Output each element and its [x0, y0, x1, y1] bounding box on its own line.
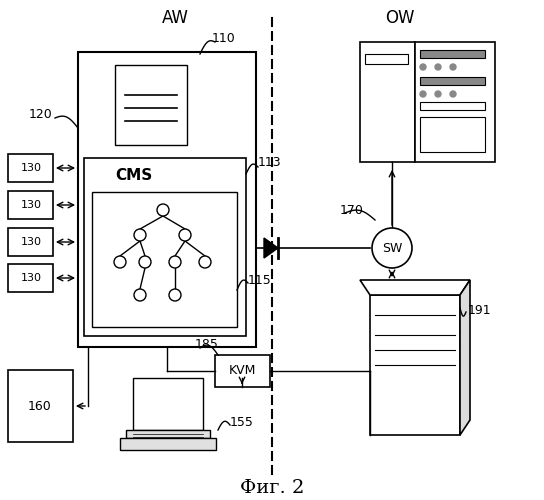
Text: Фиг. 2: Фиг. 2	[240, 479, 304, 497]
Text: 160: 160	[28, 400, 52, 412]
Bar	[78, 52, 256, 347]
Circle shape	[134, 229, 146, 241]
Bar	[420, 102, 485, 110]
Bar	[370, 295, 460, 435]
Bar	[8, 264, 53, 292]
Circle shape	[450, 64, 456, 70]
Circle shape	[169, 256, 181, 268]
Text: CMS: CMS	[115, 168, 152, 182]
Text: 155: 155	[230, 416, 254, 428]
Circle shape	[420, 64, 426, 70]
Polygon shape	[264, 238, 278, 258]
Bar	[8, 370, 73, 442]
Circle shape	[114, 256, 126, 268]
Bar	[8, 154, 53, 182]
Polygon shape	[460, 280, 470, 435]
Circle shape	[372, 228, 412, 268]
Text: 130: 130	[21, 237, 41, 247]
Text: 130: 130	[21, 273, 41, 283]
Text: OW: OW	[385, 9, 415, 27]
Circle shape	[157, 204, 169, 216]
Text: 115: 115	[248, 274, 272, 286]
Text: SW: SW	[382, 242, 402, 254]
Text: 130: 130	[21, 200, 41, 210]
Circle shape	[199, 256, 211, 268]
Circle shape	[420, 91, 426, 97]
Bar	[360, 42, 415, 162]
Bar	[365, 54, 408, 64]
Bar	[115, 65, 187, 145]
Bar	[8, 228, 53, 256]
Text: 191: 191	[468, 304, 492, 316]
Bar	[420, 117, 485, 152]
Bar	[8, 191, 53, 219]
Text: KVM: KVM	[228, 364, 256, 378]
Bar	[133, 378, 203, 430]
Circle shape	[169, 289, 181, 301]
Text: AW: AW	[162, 9, 189, 27]
Bar	[420, 50, 485, 58]
Circle shape	[179, 229, 191, 241]
Text: 170: 170	[340, 204, 364, 216]
Circle shape	[134, 289, 146, 301]
Bar	[126, 430, 210, 438]
Circle shape	[450, 91, 456, 97]
Bar	[420, 77, 485, 85]
Polygon shape	[360, 280, 470, 295]
Circle shape	[435, 91, 441, 97]
Text: 120: 120	[28, 108, 52, 122]
Bar	[120, 438, 216, 450]
Text: 185: 185	[195, 338, 219, 351]
Circle shape	[139, 256, 151, 268]
Text: 130: 130	[21, 163, 41, 173]
Text: 113: 113	[258, 156, 282, 170]
Text: 110: 110	[212, 32, 236, 44]
Circle shape	[435, 64, 441, 70]
Bar	[84, 158, 246, 336]
Bar	[415, 42, 495, 162]
Bar	[92, 192, 237, 327]
Bar	[215, 355, 270, 387]
